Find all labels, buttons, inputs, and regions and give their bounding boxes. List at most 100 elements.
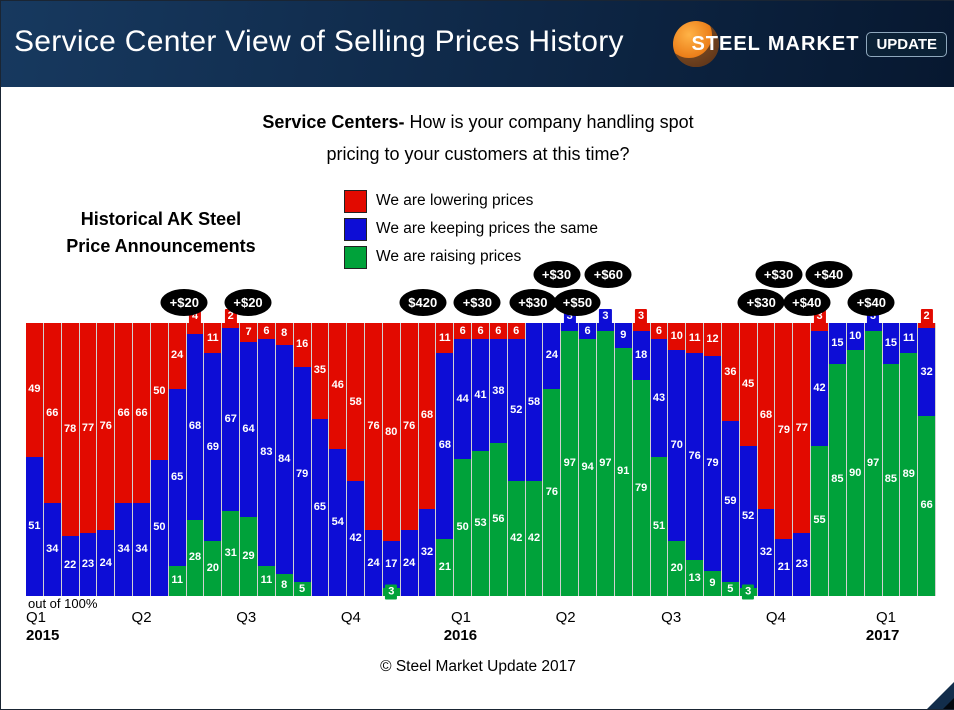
bar-value-label: 11 [902, 331, 915, 344]
bar-value-label: 34 [117, 543, 130, 556]
bar-value-label: 77 [795, 421, 808, 434]
bar-segment-lowering: 77 [793, 323, 811, 534]
bar-value-label: 6 [584, 324, 591, 337]
bar-value-label: 50 [153, 521, 166, 534]
axis-quarter-label: Q1 [875, 609, 896, 626]
bar-segment-keeping: 54 [329, 448, 347, 596]
bar-segment-raising: 94 [579, 339, 596, 596]
bar-segment-lowering: 8 [275, 323, 293, 345]
bar-value-label: 65 [171, 470, 184, 483]
bar-segment-lowering: 66 [43, 323, 61, 504]
bar-value-label: 8 [281, 578, 288, 591]
bar-value-label: 16 [295, 338, 309, 351]
bar: 46 54 [329, 323, 348, 596]
bar-value-label: 77 [81, 421, 95, 434]
bar: 7 64 29 [240, 323, 258, 596]
bar-value-label: 49 [28, 383, 41, 396]
bar-value-label: 50 [153, 384, 166, 397]
bar-value-label: 5 [727, 582, 734, 595]
bar-segment-keeping: 69 [204, 353, 222, 542]
bar-segment-lowering: 77 [79, 323, 97, 534]
legend-swatch-raising [344, 245, 367, 269]
bar-segment-keeping: 84 [275, 344, 293, 575]
bar-value-label: 54 [331, 515, 344, 528]
bar-segment-lowering: 45 [739, 323, 757, 446]
bar-value-label: 6 [655, 324, 663, 337]
bar: 80 17 3 [382, 323, 401, 600]
bar-segment-lowering: 79 [775, 323, 793, 539]
bar: 2 67 31 [222, 309, 241, 596]
bar-segment-keeping: 23 [793, 533, 811, 596]
bar: 66 34 [115, 323, 134, 596]
axis-quarter-label: Q2 [131, 609, 152, 626]
bar-segment-raising: 90 [846, 350, 864, 596]
legend-label: We are keeping prices the same [376, 220, 598, 237]
bar-value-label: 97 [563, 457, 576, 470]
bar-segment-keeping: 52 [507, 339, 525, 482]
bar-segment-raising: 66 [918, 415, 936, 596]
bar-value-label: 59 [724, 495, 737, 508]
price-announcement-badge: +$30 [533, 261, 581, 288]
bar-segment-keeping: 21 [775, 538, 793, 596]
legend-label: We are raising prices [376, 248, 522, 265]
bar-segment-raising: 29 [240, 516, 257, 596]
bar-value-label: 11 [171, 574, 183, 587]
smu-logo-steel: STEEL [691, 32, 761, 55]
bar: 9 91 [614, 323, 633, 596]
bar-value-label: 80 [385, 425, 398, 438]
axis-year-label: 2017 [865, 627, 900, 644]
bar-segment-keeping: 24 [400, 530, 418, 596]
bar-segment-lowering: 3 [811, 309, 828, 332]
bar-segment-keeping: 58 [525, 323, 543, 482]
announcements-heading-line1: Historical AK Steel [80, 209, 242, 229]
bar-value-label: 68 [188, 420, 202, 433]
bar-value-label: 13 [688, 571, 701, 584]
bar-segment-lowering: 11 [686, 323, 704, 354]
bar-segment-lowering: 10 [668, 323, 686, 351]
price-announcement-badge: +$40 [783, 289, 831, 316]
bar: 77 23 [793, 323, 812, 596]
bar-value-label: 66 [920, 499, 933, 512]
bar: 66 34 [133, 323, 151, 596]
bar-segment-lowering: 7 [240, 323, 257, 343]
bar-segment-keeping: 11 [900, 323, 918, 354]
bar-value-label: 10 [670, 330, 683, 343]
bar-segment-lowering: 35 [311, 323, 329, 419]
bar-value-label: 79 [706, 457, 719, 470]
bar-value-label: 12 [706, 332, 719, 345]
price-announcement-badge: +$50 [553, 289, 601, 316]
axis-unit-note: out of 100% [28, 596, 98, 611]
bar-segment-raising: 79 [632, 380, 650, 596]
bar-segment-keeping: 59 [721, 421, 739, 583]
bar-value-label: 21 [438, 560, 451, 573]
bar: 11 89 [900, 323, 919, 596]
bar-segment-keeping: 23 [79, 533, 97, 596]
bar-value-label: 45 [742, 377, 755, 390]
bar: 11 68 21 [436, 323, 455, 596]
bar-value-label: 68 [438, 439, 451, 452]
bar-segment-keeping: 65 [168, 388, 186, 566]
bar: 78 22 [61, 323, 80, 596]
price-announcement-badge: +$20 [224, 289, 272, 316]
bar-value-label: 3 [742, 584, 755, 600]
bar-value-label: 3 [635, 309, 648, 324]
bar-segment-lowering: 6 [650, 323, 668, 340]
bar-value-label: 79 [634, 481, 648, 494]
bar-value-label: 68 [420, 409, 434, 422]
bar: 45 52 3 [739, 323, 758, 600]
bar-segment-raising: 51 [650, 456, 668, 596]
bar: 58 42 [525, 323, 544, 596]
bar: 68 32 [418, 323, 437, 596]
price-announcement-badge: +$30 [755, 261, 803, 288]
bar-segment-raising: 42 [507, 481, 525, 596]
axis-quarter-label: Q1 [450, 609, 471, 626]
bar-value-label: 28 [188, 551, 202, 564]
bar-value-label: 23 [795, 558, 808, 571]
bar-value-label: 20 [670, 562, 683, 575]
bar-value-label: 53 [474, 517, 487, 530]
legend-label: We are lowering prices [376, 192, 534, 209]
bar-value-label: 76 [545, 485, 559, 498]
price-announcement-badge: +$20 [160, 289, 208, 316]
bar-segment-lowering: 49 [26, 323, 43, 457]
bar: 79 21 [775, 323, 794, 596]
